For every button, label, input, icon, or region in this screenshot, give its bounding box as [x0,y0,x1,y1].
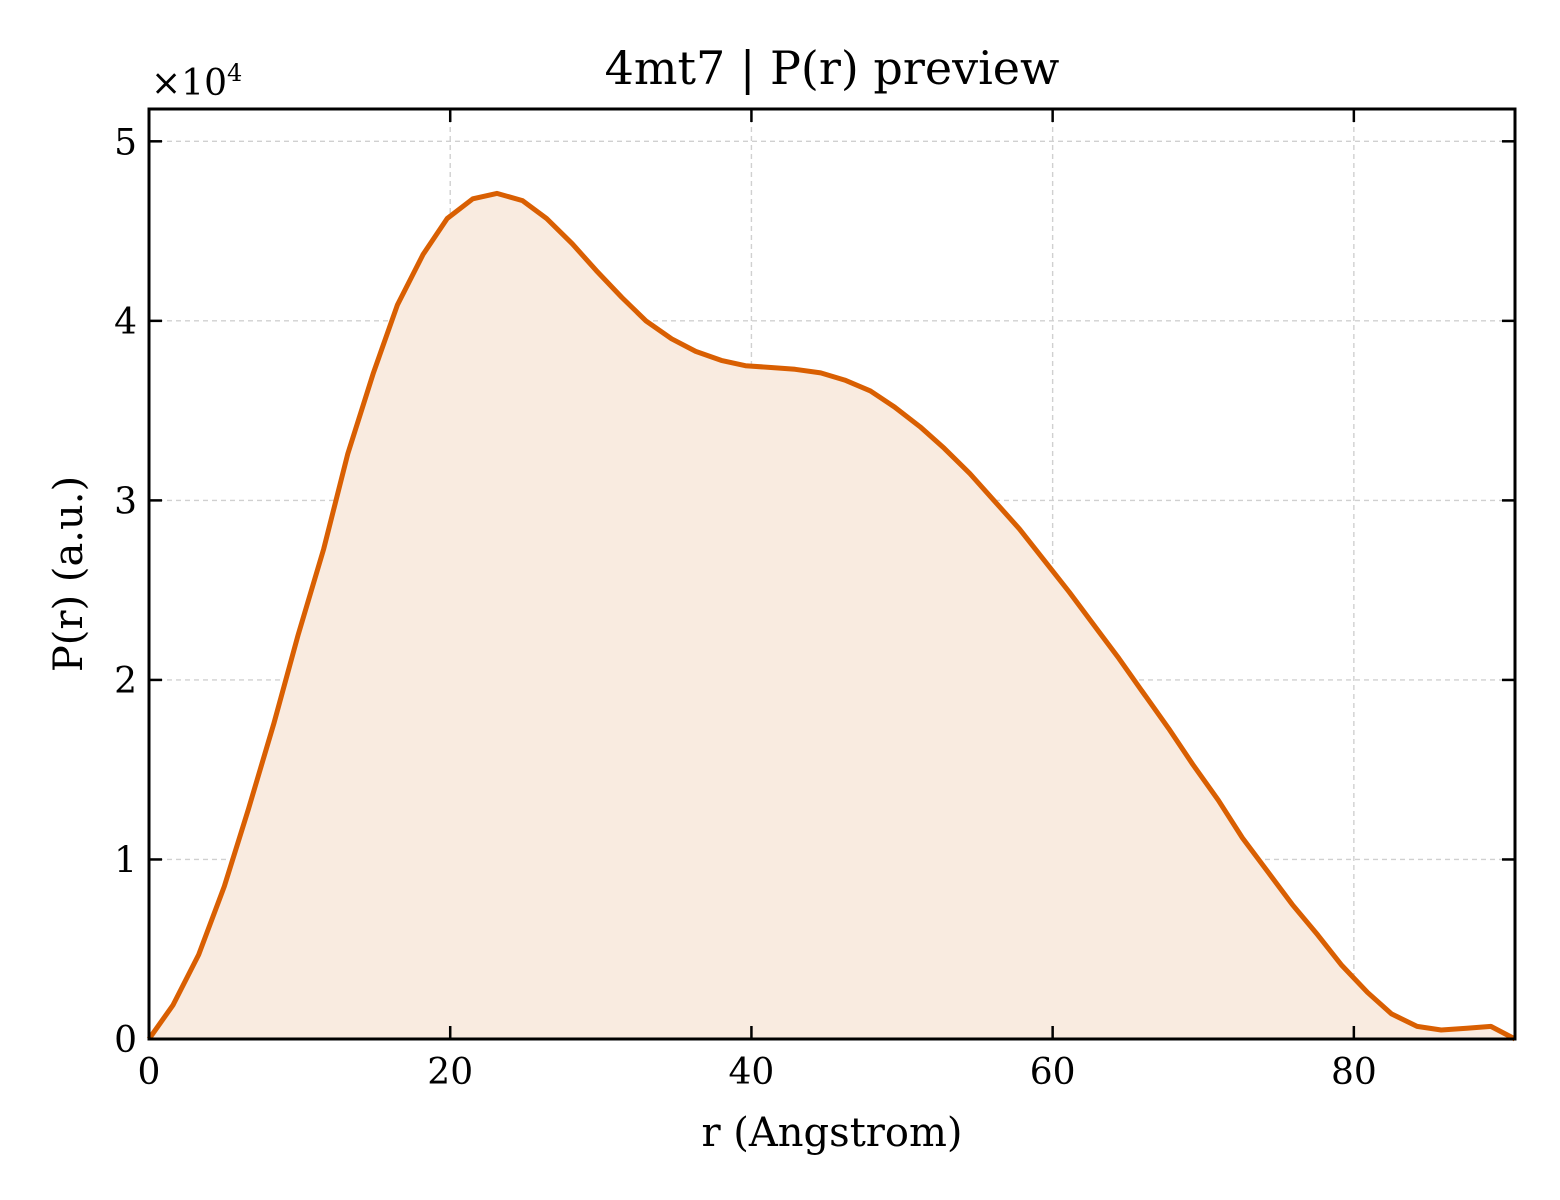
pr-area-fill [149,193,1515,1039]
x-tick-label: 0 [138,1052,161,1093]
x-tick-label: 60 [1030,1052,1076,1093]
axis-ticks [147,109,1515,1041]
chart-title: 4mt7 | P(r) preview [605,41,1060,95]
y-axis-label: P(r) (a.u.) [46,476,92,672]
y-tick-label: 5 [114,122,137,163]
x-axis-label: r (Angstrom) [701,1110,962,1156]
y-axis-offset-exponent: 4 [227,59,242,87]
y-tick-label: 0 [114,1020,137,1061]
y-tick-label: 3 [114,481,137,522]
y-tick-label: 1 [114,840,137,881]
y-tick-label: 4 [114,302,137,343]
plot-frame [147,107,1517,1041]
x-tick-label: 20 [427,1052,473,1093]
x-tick-label: 40 [729,1052,775,1093]
pr-curve-line [146,190,1517,1042]
y-tick-label: 2 [114,661,137,702]
x-tick-label: 80 [1331,1052,1377,1093]
y-axis-offset-base: ×10 [151,63,227,104]
y-axis-offset-label: ×104 [151,59,242,104]
